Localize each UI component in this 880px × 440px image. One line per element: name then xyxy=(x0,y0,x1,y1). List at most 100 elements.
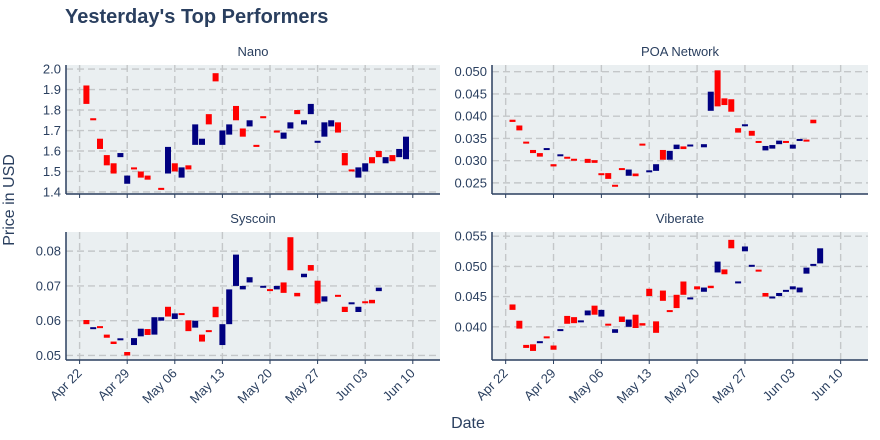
candle xyxy=(348,169,355,172)
x-tick-label: Jun 10 xyxy=(380,366,418,404)
y-tick-label: 0.040 xyxy=(454,109,487,124)
panels: Nano 1.4 1.5 1.6 1.7 1.8 1.9 2.0 POA Network 0.02… xyxy=(36,44,868,406)
candle xyxy=(646,288,653,296)
candle xyxy=(389,155,396,162)
candle xyxy=(557,154,564,157)
candle xyxy=(694,286,701,290)
candle xyxy=(632,314,639,328)
candle xyxy=(103,155,110,166)
plot-background xyxy=(66,232,440,360)
candle xyxy=(769,145,776,149)
candle xyxy=(97,326,103,329)
candle xyxy=(584,310,591,316)
candle xyxy=(543,336,550,339)
candle xyxy=(103,334,110,338)
candle xyxy=(341,153,348,166)
candle xyxy=(110,341,117,344)
candle xyxy=(762,292,769,297)
candle xyxy=(789,286,796,290)
candle xyxy=(165,306,171,317)
candle xyxy=(700,144,707,148)
candle xyxy=(90,118,97,121)
y-axis-title: Price in USD xyxy=(1,154,18,246)
candle xyxy=(789,144,796,149)
y-tick-label: 0.06 xyxy=(36,313,61,328)
candle xyxy=(673,144,680,150)
candle xyxy=(314,140,321,143)
candle xyxy=(721,269,728,275)
candle xyxy=(110,163,117,174)
candle xyxy=(253,144,260,147)
candle xyxy=(239,128,246,137)
candle xyxy=(124,352,131,356)
candle xyxy=(728,99,735,112)
candle xyxy=(178,167,185,178)
candle xyxy=(199,138,205,145)
candle xyxy=(83,320,90,325)
candle xyxy=(144,329,151,335)
candle xyxy=(659,290,666,301)
candle xyxy=(666,310,673,313)
candle xyxy=(341,306,348,312)
x-tick-label: Jun 10 xyxy=(808,366,846,404)
figure-title: Yesterday's Top Performers xyxy=(65,6,328,28)
candle xyxy=(117,338,124,341)
candle xyxy=(755,140,762,143)
candle xyxy=(137,328,144,337)
x-axis-title: Date xyxy=(451,415,485,432)
x-tick-label: Apr 29 xyxy=(521,366,559,404)
candle xyxy=(714,261,721,273)
candle xyxy=(687,297,694,300)
candle xyxy=(301,120,307,125)
candle xyxy=(741,124,748,127)
candle xyxy=(287,237,294,271)
candle xyxy=(728,239,735,249)
candle xyxy=(639,143,646,146)
candle xyxy=(205,330,212,333)
candle xyxy=(328,120,335,127)
candle xyxy=(83,85,90,104)
candle xyxy=(748,264,755,267)
candle xyxy=(90,327,97,330)
candle xyxy=(707,285,714,289)
y-tick-label: 0.050 xyxy=(454,259,487,274)
x-tick-label: Apr 29 xyxy=(95,366,133,404)
candle xyxy=(782,140,789,143)
candle xyxy=(233,105,239,121)
candle xyxy=(212,306,219,318)
candle xyxy=(523,141,530,144)
candle xyxy=(362,163,369,172)
candle xyxy=(605,173,612,179)
candle xyxy=(707,91,714,111)
candle xyxy=(673,294,680,309)
subplot-2: POA Network 0.025 0.030 0.035 0.040 0.045 0.05… xyxy=(454,44,868,198)
candle xyxy=(199,334,205,342)
candle xyxy=(117,153,124,158)
y-tick-label: 2.0 xyxy=(43,62,61,77)
candle xyxy=(659,149,666,160)
candle xyxy=(612,329,619,333)
candle xyxy=(735,281,742,284)
candle xyxy=(144,175,151,180)
plot-background xyxy=(66,65,440,194)
candle xyxy=(653,321,660,333)
candle xyxy=(375,151,382,158)
y-tick-label: 0.050 xyxy=(454,64,487,79)
candle xyxy=(226,124,233,135)
subplot-1: Nano 1.4 1.5 1.6 1.7 1.8 1.9 2.0 xyxy=(43,44,440,199)
subplot-4: Viberate 0.040 0.045 0.050 0.055 Apr 22 Apr 29… xyxy=(454,211,868,406)
candle xyxy=(124,175,131,184)
candle xyxy=(666,150,673,160)
candle xyxy=(817,248,824,264)
candle xyxy=(382,157,389,164)
candle xyxy=(803,139,810,142)
candle xyxy=(543,148,550,151)
candle xyxy=(192,124,199,145)
candle xyxy=(97,138,103,149)
subplot-title: Syscoin xyxy=(230,211,276,226)
candle xyxy=(571,158,578,161)
candle xyxy=(687,144,694,147)
candle xyxy=(776,140,783,145)
candle xyxy=(646,170,653,173)
